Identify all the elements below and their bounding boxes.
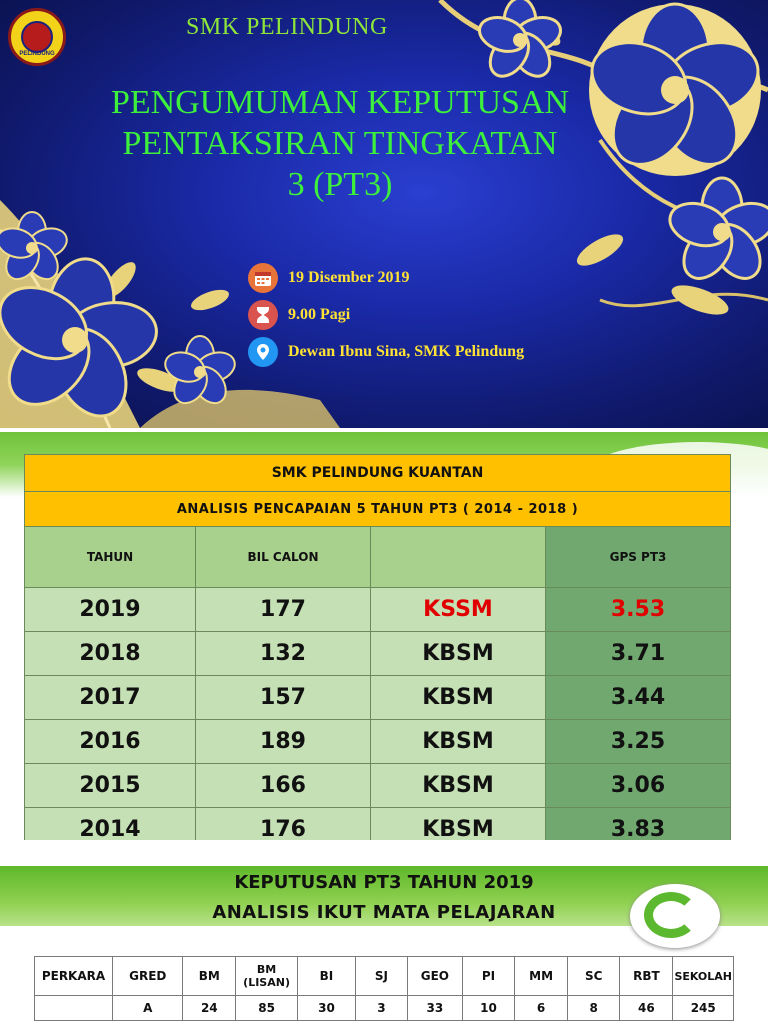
cell: 46 [619,995,674,1021]
cell-year: 2019 [24,587,196,632]
cell-curriculum: KSSM [370,587,546,632]
table-row: 2016 189 KBSM 3.25 [24,719,731,764]
cell-year: 2015 [24,763,196,808]
cell: 33 [406,995,463,1021]
slide-subtitle: ANALISIS IKUT MATA PELAJARAN [212,902,556,923]
event-date: 19 Disember 2019 [248,262,608,294]
table-row: 2019 177 KSSM 3.53 [24,587,731,632]
cell-candidates: 176 [195,807,371,840]
cell-candidates: 157 [195,675,371,720]
cell-gps: 3.83 [545,807,731,840]
event-time-text: 9.00 Pagi [288,306,351,323]
cell-candidates: 189 [195,719,371,764]
event-date-text: 19 Disember 2019 [288,269,410,286]
cell-gps: 3.06 [545,763,731,808]
headline-line: PENTAKSIRAN TINGKATAN [122,125,558,162]
floral-decoration [0,0,768,428]
table-row: 2015 166 KBSM 3.06 [24,763,731,808]
analysis-slide: SMK PELINDUNG KUANTAN ANALISIS PENCAPAIA… [0,432,768,840]
event-venue-text: Dewan Ibnu Sina, SMK Pelindung [288,343,525,360]
table-row: 2014 176 KBSM 3.83 [24,807,731,840]
table-header-row: TAHUN BIL CALON GPS PT3 [24,526,731,588]
announcement-banner: PELINDUNG SMK PELINDUNG PENGUMUMAN KEPUT… [0,0,768,428]
table-row: 2018 132 KBSM 3.71 [24,631,731,676]
g-logo-icon [630,884,720,948]
event-venue: Dewan Ibnu Sina, SMK Pelindung [248,336,608,368]
slide-title: KEPUTUSAN PT3 TAHUN 2019 [234,872,534,893]
subject-row: A 24 85 30 3 33 10 6 8 46 245 [33,995,734,1021]
cell: A [112,995,184,1021]
pt3-analysis-table: SMK PELINDUNG KUANTAN ANALISIS PENCAPAIA… [24,454,731,840]
column-header-year: TAHUN [24,526,196,588]
cell-curriculum: KBSM [370,675,546,720]
cell-year: 2016 [24,719,196,764]
headline-line: 3 (PT3) [287,166,393,203]
cell-curriculum: KBSM [370,763,546,808]
table-subtitle: ANALISIS PENCAPAIAN 5 TAHUN PT3 ( 2014 -… [24,491,731,527]
header-cell: GRED [112,956,184,996]
cell [33,995,114,1021]
announcement-headline: PENGUMUMAN KEPUTUSAN PENTAKSIRAN TINGKAT… [70,82,610,205]
header-cell: PERKARA [33,956,114,996]
headline-line: PENGUMUMAN KEPUTUSAN [110,84,570,121]
header-cell: BM [182,956,237,996]
cell: 10 [461,995,516,1021]
header-cell: PI [461,956,516,996]
header-cell: SJ [354,956,408,996]
hourglass-icon [248,300,278,330]
cell-candidates: 177 [195,587,371,632]
column-header-gps: GPS PT3 [545,526,731,588]
cell-year: 2017 [24,675,196,720]
cell-gps: 3.25 [545,719,731,764]
subject-analysis-slide: KEPUTUSAN PT3 TAHUN 2019 ANALISIS IKUT M… [0,866,768,1024]
header-cell: MM [514,956,568,996]
column-header-candidates: BIL CALON [195,526,371,588]
table-row: 2017 157 KBSM 3.44 [24,675,731,720]
cell-gps: 3.71 [545,631,731,676]
subject-header-row: PERKARA GRED BM BM (LISAN) BI SJ GEO PI … [33,956,734,996]
table-title: SMK PELINDUNG KUANTAN [24,454,731,492]
calendar-icon [248,263,278,293]
cell-gps: 3.53 [545,587,731,632]
location-pin-icon [248,337,278,367]
cell-candidates: 166 [195,763,371,808]
cell: 3 [354,995,408,1021]
cell: 85 [235,995,299,1021]
cell: 8 [566,995,621,1021]
cell-year: 2014 [24,807,196,840]
header-cell: SC [566,956,621,996]
cell: 30 [297,995,356,1021]
column-header-curriculum [370,526,546,588]
cell-candidates: 132 [195,631,371,676]
cell-curriculum: KBSM [370,807,546,840]
school-name: SMK PELINDUNG [186,14,388,40]
cell-curriculum: KBSM [370,631,546,676]
event-time: 9.00 Pagi [248,299,608,331]
cell: 245 [672,995,734,1021]
cell-year: 2018 [24,631,196,676]
header-cell: BI [297,956,356,996]
cell: 6 [514,995,568,1021]
cell-gps: 3.44 [545,675,731,720]
header-cell: SEKOLAH [672,956,734,996]
header-cell: GEO [406,956,463,996]
cell: 24 [182,995,237,1021]
cell-curriculum: KBSM [370,719,546,764]
header-cell: RBT [619,956,674,996]
header-cell: BM (LISAN) [235,956,299,996]
school-logo: PELINDUNG [8,8,66,66]
subject-table: PERKARA GRED BM BM (LISAN) BI SJ GEO PI … [33,956,734,1021]
